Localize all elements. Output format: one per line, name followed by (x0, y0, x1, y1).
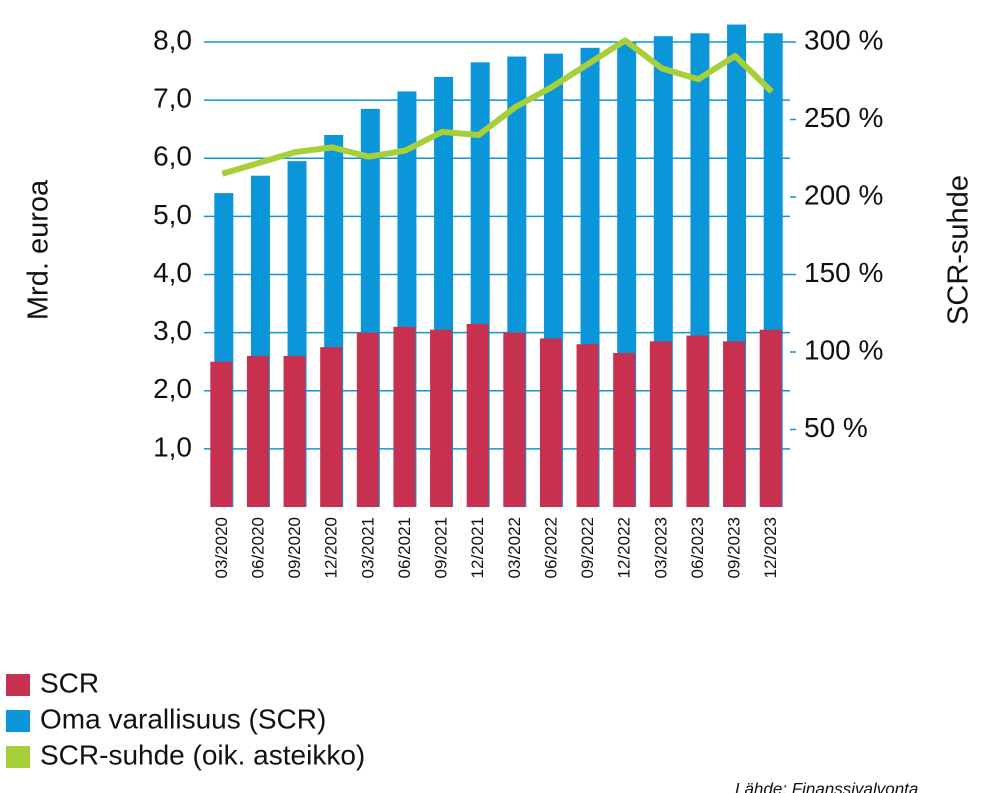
y2-tick-label: 100 % (804, 334, 883, 365)
legend-swatch (6, 710, 30, 732)
bar (649, 341, 672, 507)
legend-label: SCR (40, 667, 99, 698)
y-tick-label: 8,0 (153, 24, 192, 55)
bar (356, 332, 379, 507)
y2-tick-label: 250 % (804, 102, 883, 133)
x-tick-label: 12/2020 (322, 517, 341, 578)
bar (539, 338, 562, 507)
y2-tick-label: 150 % (804, 257, 883, 288)
bar (246, 355, 269, 507)
x-tick-label: 12/2023 (761, 517, 780, 578)
y-tick-label: 3,0 (153, 315, 192, 346)
bar (759, 329, 782, 507)
y-tick-label: 4,0 (153, 257, 192, 288)
legend-swatch (6, 674, 30, 696)
x-tick-label: 09/2020 (285, 517, 304, 578)
bar (466, 323, 489, 507)
x-tick-label: 06/2023 (688, 517, 707, 578)
x-tick-label: 09/2022 (578, 517, 597, 578)
y-axis-label: Mrd. euroa (23, 179, 55, 320)
bar (503, 332, 526, 507)
bar (320, 347, 343, 507)
x-tick-label: 03/2022 (505, 517, 524, 578)
x-tick-label: 03/2023 (651, 517, 670, 578)
line (221, 37, 774, 177)
x-tick-label: 12/2022 (615, 517, 634, 578)
bar (210, 361, 233, 507)
bar (723, 341, 746, 507)
y2-tick-label: 200 % (804, 179, 883, 210)
x-tick-label: 12/2021 (468, 517, 487, 578)
x-tick-label: 09/2021 (432, 517, 451, 578)
y2-tick-label: 50 % (804, 412, 868, 443)
x-tick-label: 09/2023 (725, 517, 744, 578)
bar (393, 326, 416, 507)
y-tick-label: 1,0 (153, 431, 192, 462)
x-tick-label: 03/2020 (212, 517, 231, 578)
legend-label: SCR-suhde (oik. asteikko) (40, 739, 365, 770)
source: Lähde: Finanssivalvonta (735, 779, 918, 793)
x-tick-label: 06/2020 (248, 517, 267, 578)
y-tick-label: 6,0 (153, 141, 192, 172)
y-tick-label: 5,0 (153, 199, 192, 230)
x-tick-label: 03/2021 (358, 517, 377, 578)
legend-swatch (6, 746, 30, 768)
x-tick-label: 06/2022 (541, 517, 560, 578)
x-tick-label: 06/2021 (395, 517, 414, 578)
bar (430, 329, 453, 507)
bar (283, 355, 306, 507)
y2-tick-label: 300 % (804, 24, 883, 55)
legend-label: Oma varallisuus (SCR) (40, 703, 326, 734)
bar (576, 344, 599, 507)
y2-axis-label: SCR-suhde (943, 175, 975, 325)
y-tick-label: 2,0 (153, 373, 192, 404)
bar (613, 352, 636, 507)
bar (686, 335, 709, 507)
y-tick-label: 7,0 (153, 83, 192, 114)
